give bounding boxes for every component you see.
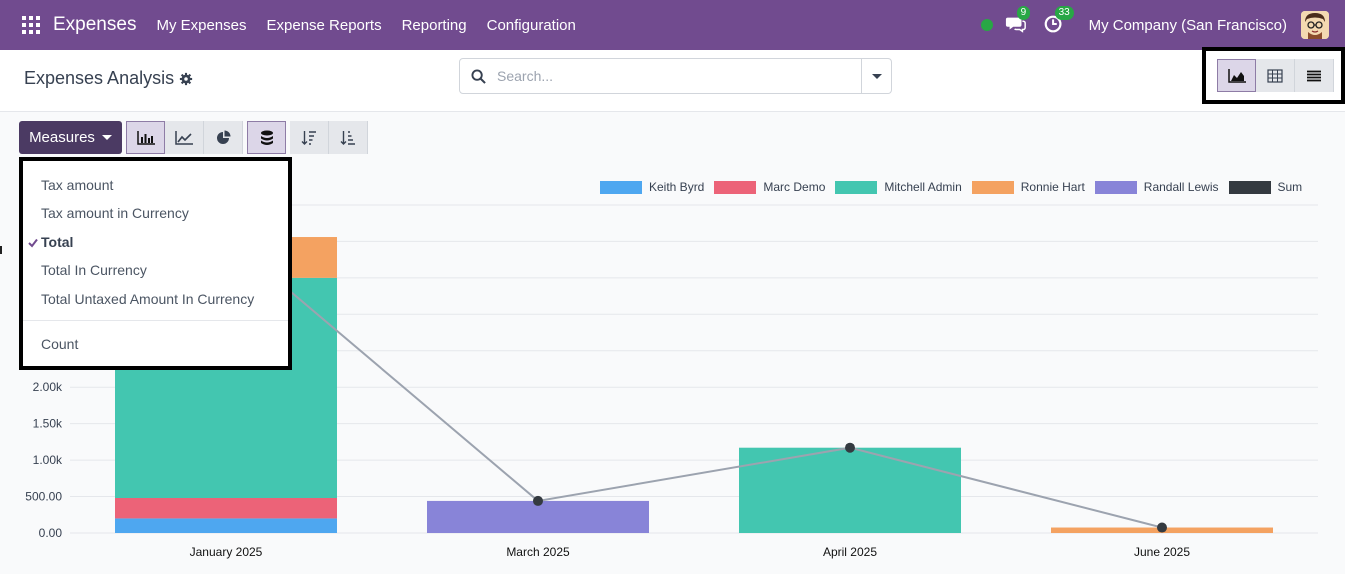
app-name[interactable]: Expenses — [53, 14, 137, 35]
messages-badge: 9 — [1016, 6, 1031, 20]
legend-swatch — [1094, 180, 1137, 194]
legend-label: Ronnie Hart — [1020, 180, 1085, 194]
bar-chart-button[interactable] — [126, 121, 165, 154]
y-tick-label: 1.00k — [33, 453, 63, 467]
company-switcher[interactable]: My Company (San Francisco) — [1088, 16, 1287, 34]
list-view-button[interactable] — [1295, 59, 1334, 92]
legend-item[interactable]: Sum — [1228, 180, 1303, 194]
activities-clock-icon[interactable]: 33 — [1043, 6, 1074, 37]
menu-expense-reports[interactable]: Expense Reports — [266, 16, 382, 34]
legend-label: Keith Byrd — [649, 180, 705, 194]
line-chart-icon — [175, 130, 193, 145]
legend-swatch — [835, 180, 878, 194]
presence-status-icon — [980, 19, 993, 31]
list-icon — [1307, 70, 1321, 81]
x-tick-label: March 2025 — [506, 545, 570, 559]
legend-swatch — [1228, 180, 1271, 194]
search-icon — [471, 69, 486, 84]
area-chart-icon — [1227, 68, 1246, 83]
edge-marker — [0, 246, 2, 254]
table-grid-icon — [1267, 68, 1283, 83]
sort-ascending-icon — [340, 130, 355, 145]
legend-item[interactable]: Mitchell Admin — [835, 180, 962, 194]
legend-swatch — [600, 180, 642, 194]
search-bar — [459, 58, 892, 94]
y-tick-label: 0.00 — [39, 526, 63, 540]
legend-swatch — [971, 180, 1014, 194]
top-navbar: Expenses My Expenses Expense Reports Rep… — [0, 0, 1345, 50]
x-tick-label: January 2025 — [190, 545, 263, 559]
chart-type-group — [126, 121, 243, 154]
measure-total[interactable]: Total — [41, 234, 74, 250]
measure-tax-amount[interactable]: Tax amount — [41, 177, 114, 193]
measure-tax-amount-currency[interactable]: Tax amount in Currency — [41, 205, 189, 221]
breadcrumb: Expenses Analysis — [24, 68, 193, 89]
sum-line — [221, 232, 1167, 533]
legend-item[interactable]: Marc Demo — [714, 180, 825, 194]
apps-menu-icon[interactable] — [22, 16, 40, 34]
legend-label: Marc Demo — [763, 180, 826, 194]
legend-label: Randall Lewis — [1143, 180, 1219, 194]
sum-line-path — [225, 236, 1163, 529]
sort-descending-icon — [301, 130, 316, 145]
legend-label: Mitchell Admin — [884, 180, 962, 194]
stack-group — [247, 121, 286, 154]
menu-reporting[interactable]: Reporting — [401, 16, 467, 34]
measure-count[interactable]: Count — [41, 336, 79, 352]
chart-axis-labels: 0.00 500.00 1.00k 1.50k 2.00k January 2025 Mar… — [25, 380, 1190, 559]
control-panel: Expenses Analysis — [0, 47, 1345, 112]
legend-item[interactable]: Keith Byrd — [600, 180, 704, 194]
caret-down-icon — [871, 73, 882, 79]
legend-item[interactable]: Randall Lewis — [1094, 180, 1219, 194]
stacked-button[interactable] — [247, 121, 286, 154]
measure-total-in-currency[interactable]: Total In Currency — [41, 262, 147, 278]
line-chart-button[interactable] — [165, 121, 204, 154]
systray: 9 33 My Company (San Francisco) — [980, 0, 1345, 50]
main-menu: My Expenses Expense Reports Reporting Co… — [146, 17, 585, 34]
sort-group — [290, 121, 368, 154]
check-icon — [28, 238, 38, 248]
messages-icon[interactable]: 9 — [1005, 6, 1031, 37]
bar-segment — [427, 500, 649, 533]
measure-total-untaxed-currency[interactable]: Total Untaxed Amount In Currency — [41, 291, 255, 307]
pie-chart-icon — [217, 130, 231, 144]
sort-ascending-button[interactable] — [329, 121, 368, 154]
sum-point — [1157, 522, 1167, 533]
search-input[interactable] — [497, 59, 857, 93]
caret-down-icon — [101, 135, 112, 140]
bar-segment — [115, 498, 337, 519]
y-tick-label: 2.00k — [33, 380, 63, 394]
activities-badge: 33 — [1054, 6, 1074, 20]
pie-chart-button[interactable] — [204, 121, 243, 154]
y-tick-label: 1.50k — [33, 417, 63, 431]
bar-segment — [739, 447, 961, 533]
x-tick-label: April 2025 — [823, 545, 877, 559]
database-stack-icon — [260, 130, 273, 145]
graph-view-button[interactable] — [1217, 59, 1256, 92]
bar-chart-icon — [136, 130, 155, 145]
search-options-toggle[interactable] — [861, 59, 891, 93]
legend-swatch — [714, 180, 757, 194]
x-tick-label: June 2025 — [1134, 545, 1190, 559]
measures-button[interactable]: Measures — [19, 121, 122, 154]
view-switcher — [1202, 47, 1345, 104]
menu-my-expenses[interactable]: My Expenses — [156, 16, 247, 34]
measures-label: Measures — [29, 129, 95, 146]
sum-point — [533, 495, 543, 506]
bar-segment — [115, 518, 337, 533]
y-tick-label: 500.00 — [25, 490, 62, 504]
graph-toolbar: Measures — [19, 121, 372, 154]
legend-item[interactable]: Ronnie Hart — [971, 180, 1085, 194]
dropdown-divider — [23, 320, 288, 321]
legend-label: Sum — [1277, 180, 1303, 194]
gear-icon[interactable] — [179, 72, 193, 86]
measures-dropdown: Tax amount Tax amount in Currency Total … — [19, 157, 292, 370]
sum-point — [845, 442, 855, 453]
chart-legend: Keith Byrd Marc Demo Mitchell Admin Ronnie … — [600, 180, 1312, 194]
page-title: Expenses Analysis — [24, 68, 175, 88]
user-avatar[interactable] — [1301, 11, 1329, 39]
sort-descending-button[interactable] — [290, 121, 329, 154]
pivot-view-button[interactable] — [1256, 59, 1295, 92]
menu-configuration[interactable]: Configuration — [486, 16, 576, 34]
